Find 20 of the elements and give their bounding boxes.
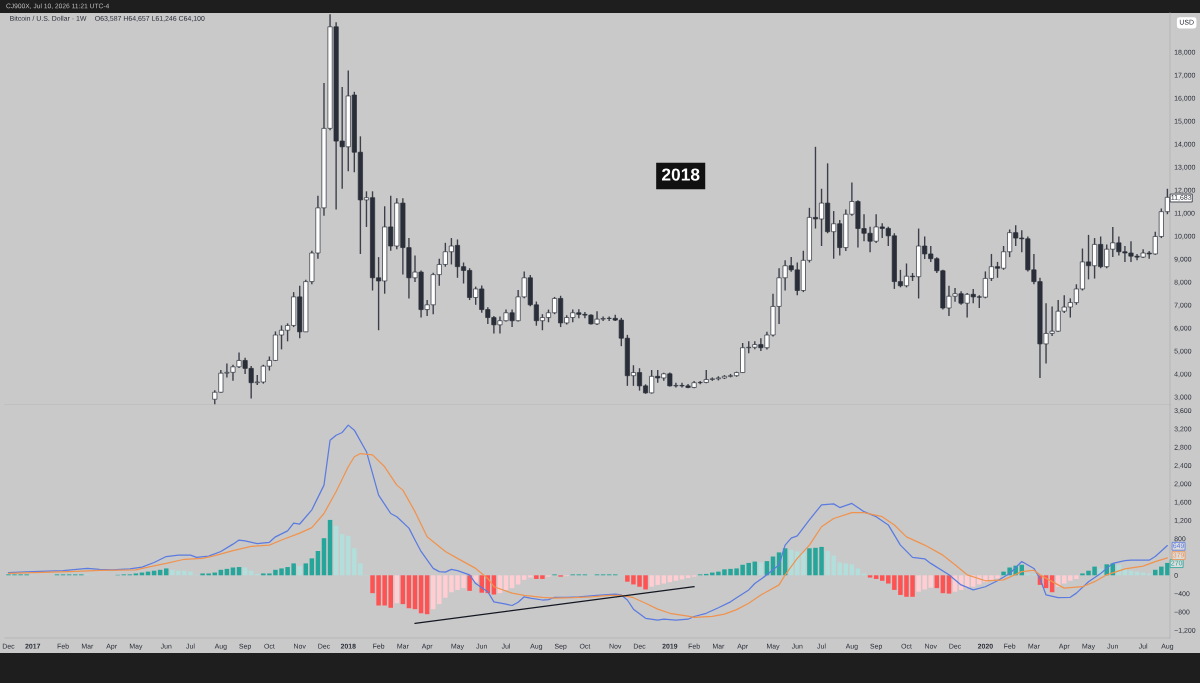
bar — [163, 568, 169, 576]
bar — [867, 575, 873, 578]
line-series — [7, 424, 1169, 621]
bar — [940, 575, 946, 594]
bar — [667, 575, 673, 583]
bar — [528, 575, 533, 578]
bar — [879, 575, 885, 581]
annotation: 2018 — [661, 168, 700, 181]
bar — [503, 575, 509, 590]
bar — [467, 575, 472, 591]
bar — [521, 575, 527, 580]
bar — [673, 575, 679, 581]
bar — [873, 575, 879, 579]
bar — [685, 575, 691, 579]
bar — [928, 575, 934, 588]
bar — [297, 566, 302, 576]
bar — [661, 575, 667, 584]
bar — [509, 575, 515, 589]
bar — [758, 562, 764, 576]
bar — [934, 575, 940, 589]
